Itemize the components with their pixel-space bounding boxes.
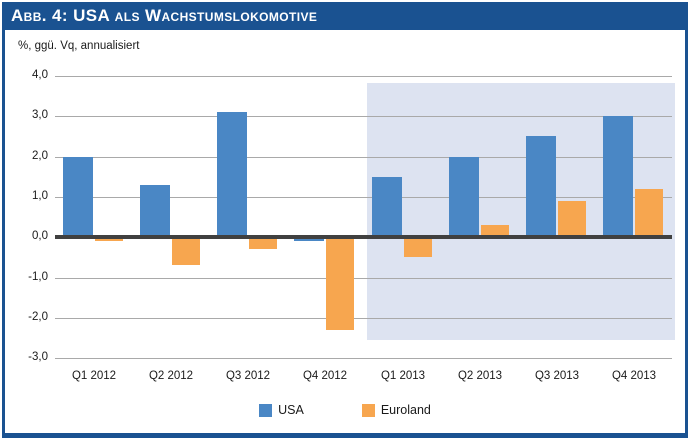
- plot-area: [55, 62, 675, 362]
- gridline: [55, 278, 672, 279]
- legend-item-euroland: Euroland: [361, 403, 431, 417]
- gridline: [55, 197, 672, 198]
- bar-euroland-q4-2013: [635, 188, 663, 238]
- chart-subtitle: %, ggü. Vq, annualisiert: [18, 40, 140, 52]
- gridline: [55, 116, 672, 117]
- chart-legend: USA Euroland: [0, 403, 690, 417]
- legend-label-usa: USA: [278, 403, 304, 417]
- gridline: [55, 318, 672, 319]
- gridline: [55, 76, 672, 77]
- y-tick-label: 3,0: [32, 109, 48, 122]
- bar-usa-q1-2013: [372, 176, 402, 238]
- y-tick-label: 4,0: [32, 69, 48, 81]
- figure-header: Abb. 4: USA als Wachstumslokomotive: [2, 2, 688, 30]
- y-tick-label: 2,0: [32, 149, 48, 162]
- figure-title: Abb. 4: USA als Wachstumslokomotive: [11, 6, 318, 25]
- bar-euroland-q2-2013: [481, 225, 509, 238]
- legend-swatch-euroland: [361, 403, 375, 417]
- x-tick-label: Q2 2012: [148, 370, 194, 382]
- bar-usa-q3-2012: [217, 112, 247, 238]
- x-tick-label: Q2 2013: [457, 370, 503, 382]
- x-tick-label: Q1 2012: [71, 370, 117, 382]
- bar-euroland-q2-2012: [172, 237, 200, 266]
- bar-euroland-q4-2012: [326, 237, 354, 330]
- bar-euroland-q1-2013: [404, 237, 432, 258]
- legend-label-euroland: Euroland: [380, 403, 431, 417]
- bar-usa-q4-2013: [603, 116, 633, 238]
- bar-euroland-q3-2013: [558, 200, 586, 238]
- x-tick-label: Q4 2013: [611, 370, 657, 382]
- x-tick-label: Q1 2013: [380, 370, 426, 382]
- bar-usa-q3-2013: [526, 136, 556, 238]
- legend-item-usa: USA: [259, 403, 304, 417]
- zero-axis-line: [55, 235, 672, 240]
- gridline: [55, 157, 672, 158]
- bar-euroland-q1-2012: [95, 237, 123, 242]
- x-tick-label: Q3 2012: [225, 370, 271, 382]
- y-tick-label: 0,0: [32, 230, 48, 243]
- legend-swatch-usa: [259, 403, 273, 417]
- gridline: [55, 358, 672, 359]
- y-tick-label: 1,0: [32, 189, 48, 202]
- bar-usa-q2-2012: [140, 184, 170, 238]
- bar-usa-q2-2013: [449, 156, 479, 238]
- bar-euroland-q3-2012: [249, 237, 277, 250]
- x-tick-label: Q4 2012: [302, 370, 348, 382]
- y-tick-label: -3,0: [28, 351, 48, 364]
- y-tick-label: -2,0: [28, 310, 48, 323]
- bar-usa-q4-2012: [294, 237, 324, 242]
- bar-usa-q1-2012: [63, 156, 93, 238]
- y-tick-label: -1,0: [28, 270, 48, 283]
- x-tick-label: Q3 2013: [534, 370, 580, 382]
